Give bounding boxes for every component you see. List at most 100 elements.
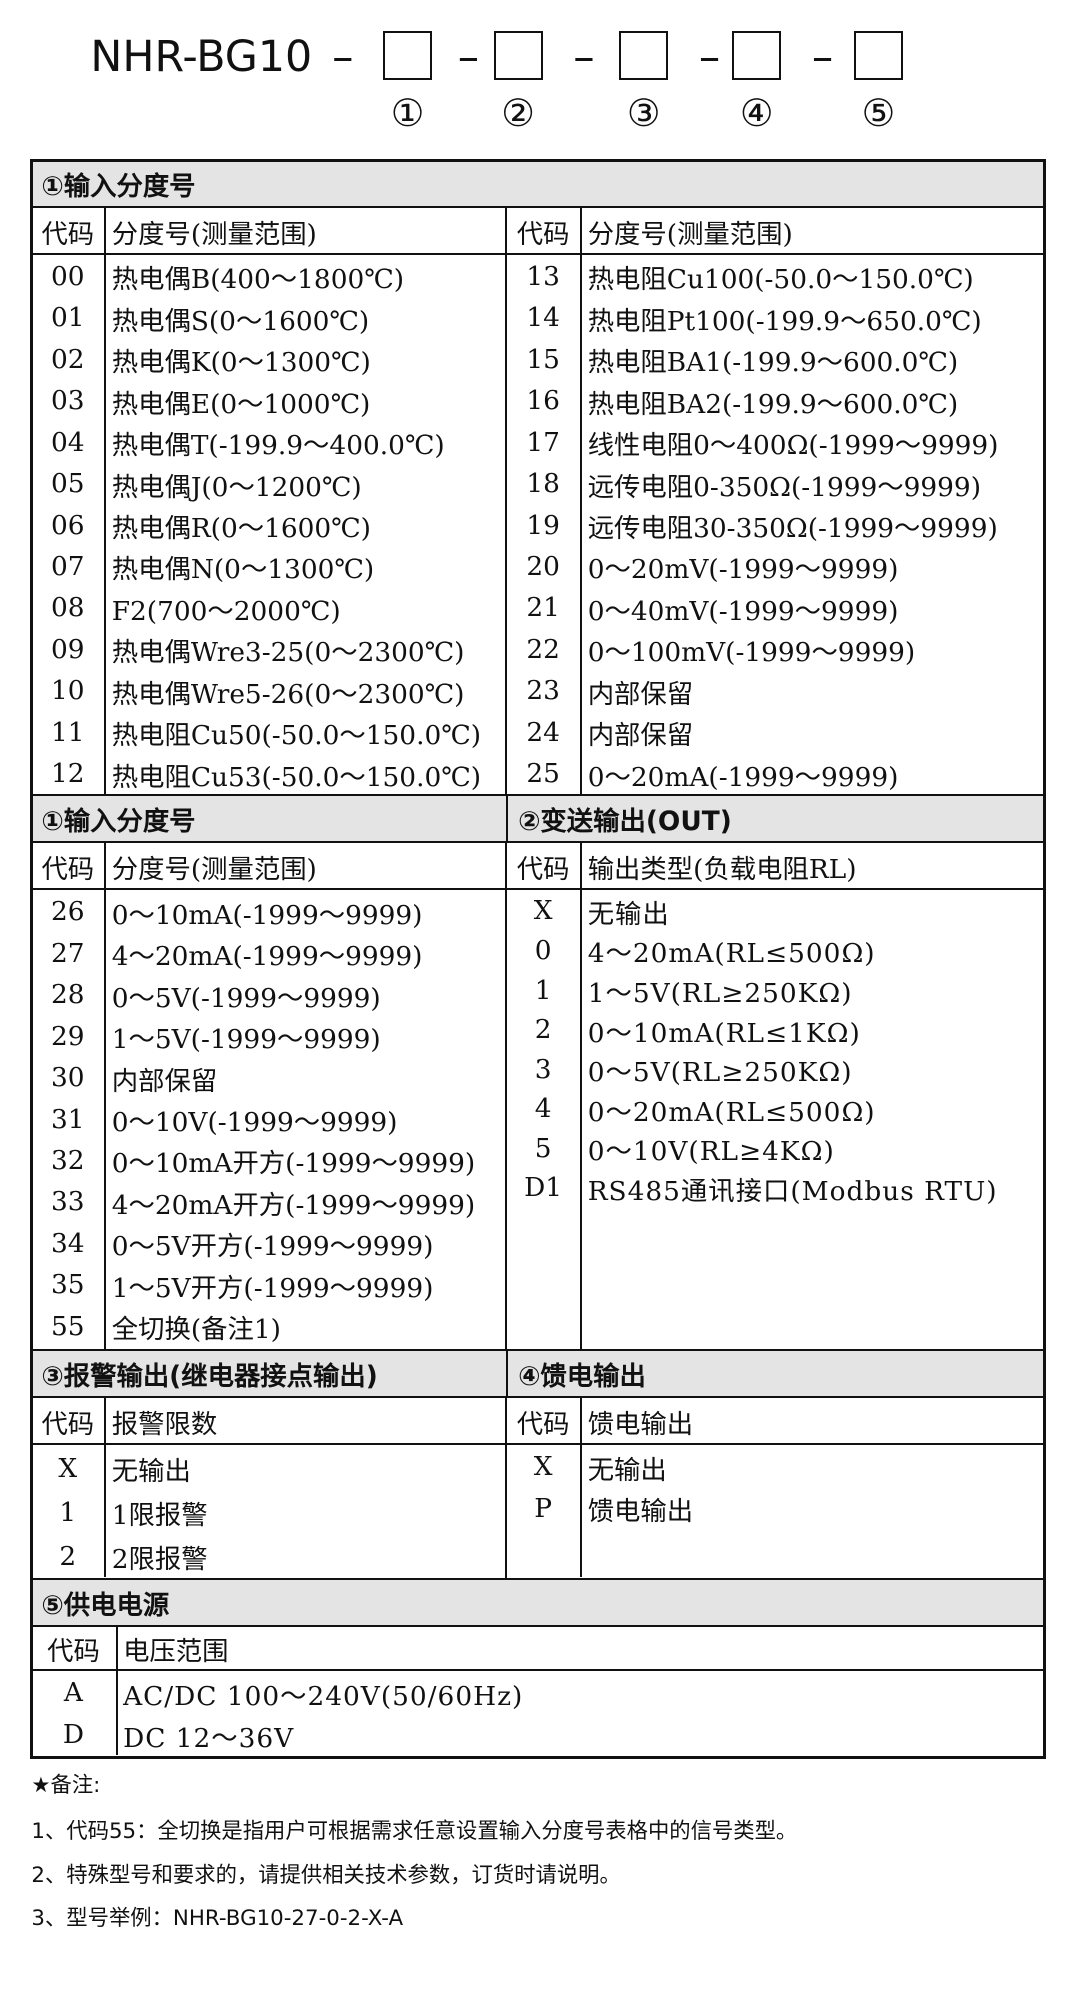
desc-cell: 热电偶J(0～1200℃): [111, 472, 362, 503]
table-frame: [30, 159, 1047, 1759]
separator: –: [573, 31, 595, 82]
code-cell: 04: [51, 427, 85, 458]
code-cell: 18: [526, 469, 560, 500]
code-cell: 12: [51, 759, 85, 790]
desc-cell: 馈电输出: [587, 1497, 694, 1528]
code-col-line: [580, 1398, 583, 1578]
desc-cell: 0～5V(-1999～9999): [111, 983, 381, 1014]
header-row-line: [506, 208, 1045, 255]
note: 1、代码55：全切换是指用户可根据需求任意设置输入分度号表格中的信号类型。: [31, 1818, 798, 1844]
desc-cell: 1～5V开方(-1999～9999): [111, 1273, 434, 1304]
header-row-line: [31, 1398, 507, 1446]
column-header: 分度号(测量范围): [111, 855, 317, 886]
section-title: ⑤供电电源: [31, 1579, 1045, 1627]
code-cell: 22: [526, 634, 560, 665]
separator: –: [332, 31, 354, 82]
code-cell: 15: [526, 344, 560, 375]
code-col-line: [104, 207, 107, 794]
separator: –: [457, 31, 480, 82]
desc-cell: 1～5V(-1999～9999): [111, 1025, 381, 1056]
desc-cell: 热电偶S(0～1600℃): [111, 306, 370, 337]
column-header: 报警限数: [111, 1410, 218, 1441]
code-cell: 34: [51, 1228, 85, 1259]
code-cell: 1: [59, 1497, 77, 1528]
desc-cell: 1～5V(RL≥250KΩ): [587, 979, 853, 1009]
desc-cell: 0～10V(RL≥4KΩ): [587, 1137, 835, 1168]
separator: –: [698, 31, 721, 82]
code-col-line: [115, 1626, 118, 1755]
header-row-line: [31, 208, 507, 255]
desc-cell: 热电偶B(400～1800℃): [111, 265, 405, 296]
panel-divider: [504, 207, 507, 797]
position-label: ③: [626, 91, 661, 136]
desc-cell: 热电阻Cu100(-50.0～150.0℃): [587, 265, 974, 296]
desc-cell: 4～20mA(-1999～9999): [111, 942, 423, 973]
code-cell: 10: [51, 676, 85, 707]
code-cell: 06: [51, 510, 85, 541]
desc-cell: 热电阻Cu53(-50.0～150.0℃): [111, 762, 481, 793]
code-cell: X: [533, 1452, 553, 1483]
model: NHR-BG10: [90, 31, 313, 82]
code-cell: 17: [526, 427, 560, 458]
desc-cell: 0～10mA开方(-1999～9999): [111, 1149, 476, 1180]
code-cell: 13: [526, 261, 560, 292]
header-row-line: [506, 843, 1045, 891]
desc-cell: 0～10mA(RL≤1KΩ): [587, 1018, 861, 1049]
desc-cell: 热电偶Wre5-26(0～2300℃): [111, 679, 465, 710]
code-cell: 31: [51, 1104, 85, 1135]
code-cell: 33: [51, 1187, 85, 1218]
code-cell: 16: [526, 386, 560, 417]
code-cell: A: [63, 1678, 83, 1709]
column-header: 代码: [516, 855, 570, 886]
desc-cell: 热电偶N(0～1300℃): [111, 555, 375, 586]
code-cell: 19: [526, 510, 560, 541]
column-header: 代码: [47, 1637, 100, 1668]
desc-cell: 线性电阻0～400Ω(-1999～9999): [587, 431, 999, 462]
code-cell: 07: [51, 551, 85, 582]
code-cell: 03: [51, 386, 85, 417]
header-row-line: [506, 1398, 1045, 1446]
code-cell: 25: [526, 759, 560, 790]
desc-cell: 1限报警: [111, 1501, 208, 1532]
position-label: ④: [739, 91, 774, 136]
desc-cell: 全切换(备注1): [111, 1315, 281, 1346]
separator: –: [811, 31, 834, 82]
section-title: ③报警输出(继电器接点输出): [31, 1351, 507, 1399]
desc-cell: 无输出: [587, 899, 670, 930]
desc-cell: RS485通讯接口(Modbus RTU): [587, 1176, 998, 1207]
desc-cell: 0～10mA(-1999～9999): [111, 900, 423, 931]
code-cell: 02: [51, 344, 85, 375]
panel-divider: [504, 843, 507, 1352]
desc-cell: 2限报警: [111, 1545, 208, 1576]
section-title: ①输入分度号: [31, 160, 1045, 208]
code-cell: 1: [534, 975, 552, 1006]
code-cell: 5: [534, 1133, 552, 1164]
code-col-line: [580, 207, 583, 794]
panel-divider: [504, 1398, 507, 1580]
desc-cell: 0～20mA(-1999～9999): [587, 762, 899, 793]
code-cell: 23: [526, 676, 560, 707]
desc-cell: 0～5V开方(-1999～9999): [111, 1232, 434, 1263]
code-cell: 09: [51, 634, 85, 665]
desc-cell: 热电偶R(0～1600℃): [111, 514, 371, 545]
desc-cell: 无输出: [111, 1457, 191, 1488]
code-cell: 14: [526, 303, 560, 334]
code-col-line: [580, 843, 583, 1349]
notes-title: ★备注:: [31, 1773, 101, 1799]
code-cell: 29: [51, 1021, 85, 1052]
code-cell: 28: [51, 980, 85, 1011]
desc-cell: 0～100mV(-1999～9999): [587, 638, 916, 669]
header-row-line: [31, 843, 507, 891]
code-cell: 32: [51, 1145, 85, 1176]
column-header: 代码: [516, 1410, 570, 1441]
desc-cell: F2(700～2000℃): [111, 596, 341, 627]
code-cell: 0: [534, 935, 552, 966]
desc-cell: 热电偶Wre3-25(0～2300℃): [111, 638, 465, 669]
desc-cell: 热电阻BA2(-199.9～600.0℃): [587, 389, 959, 420]
desc-cell: 热电偶K(0～1300℃): [111, 348, 371, 379]
column-header: 代码: [41, 855, 95, 886]
desc-cell: 热电偶E(0～1000℃): [111, 389, 371, 420]
note: 3、型号举例：NHR-BG10-27-0-2-X-A: [31, 1906, 404, 1932]
note: 2、特殊型号和要求的，请提供相关技术参数，订货时请说明。: [31, 1862, 621, 1888]
